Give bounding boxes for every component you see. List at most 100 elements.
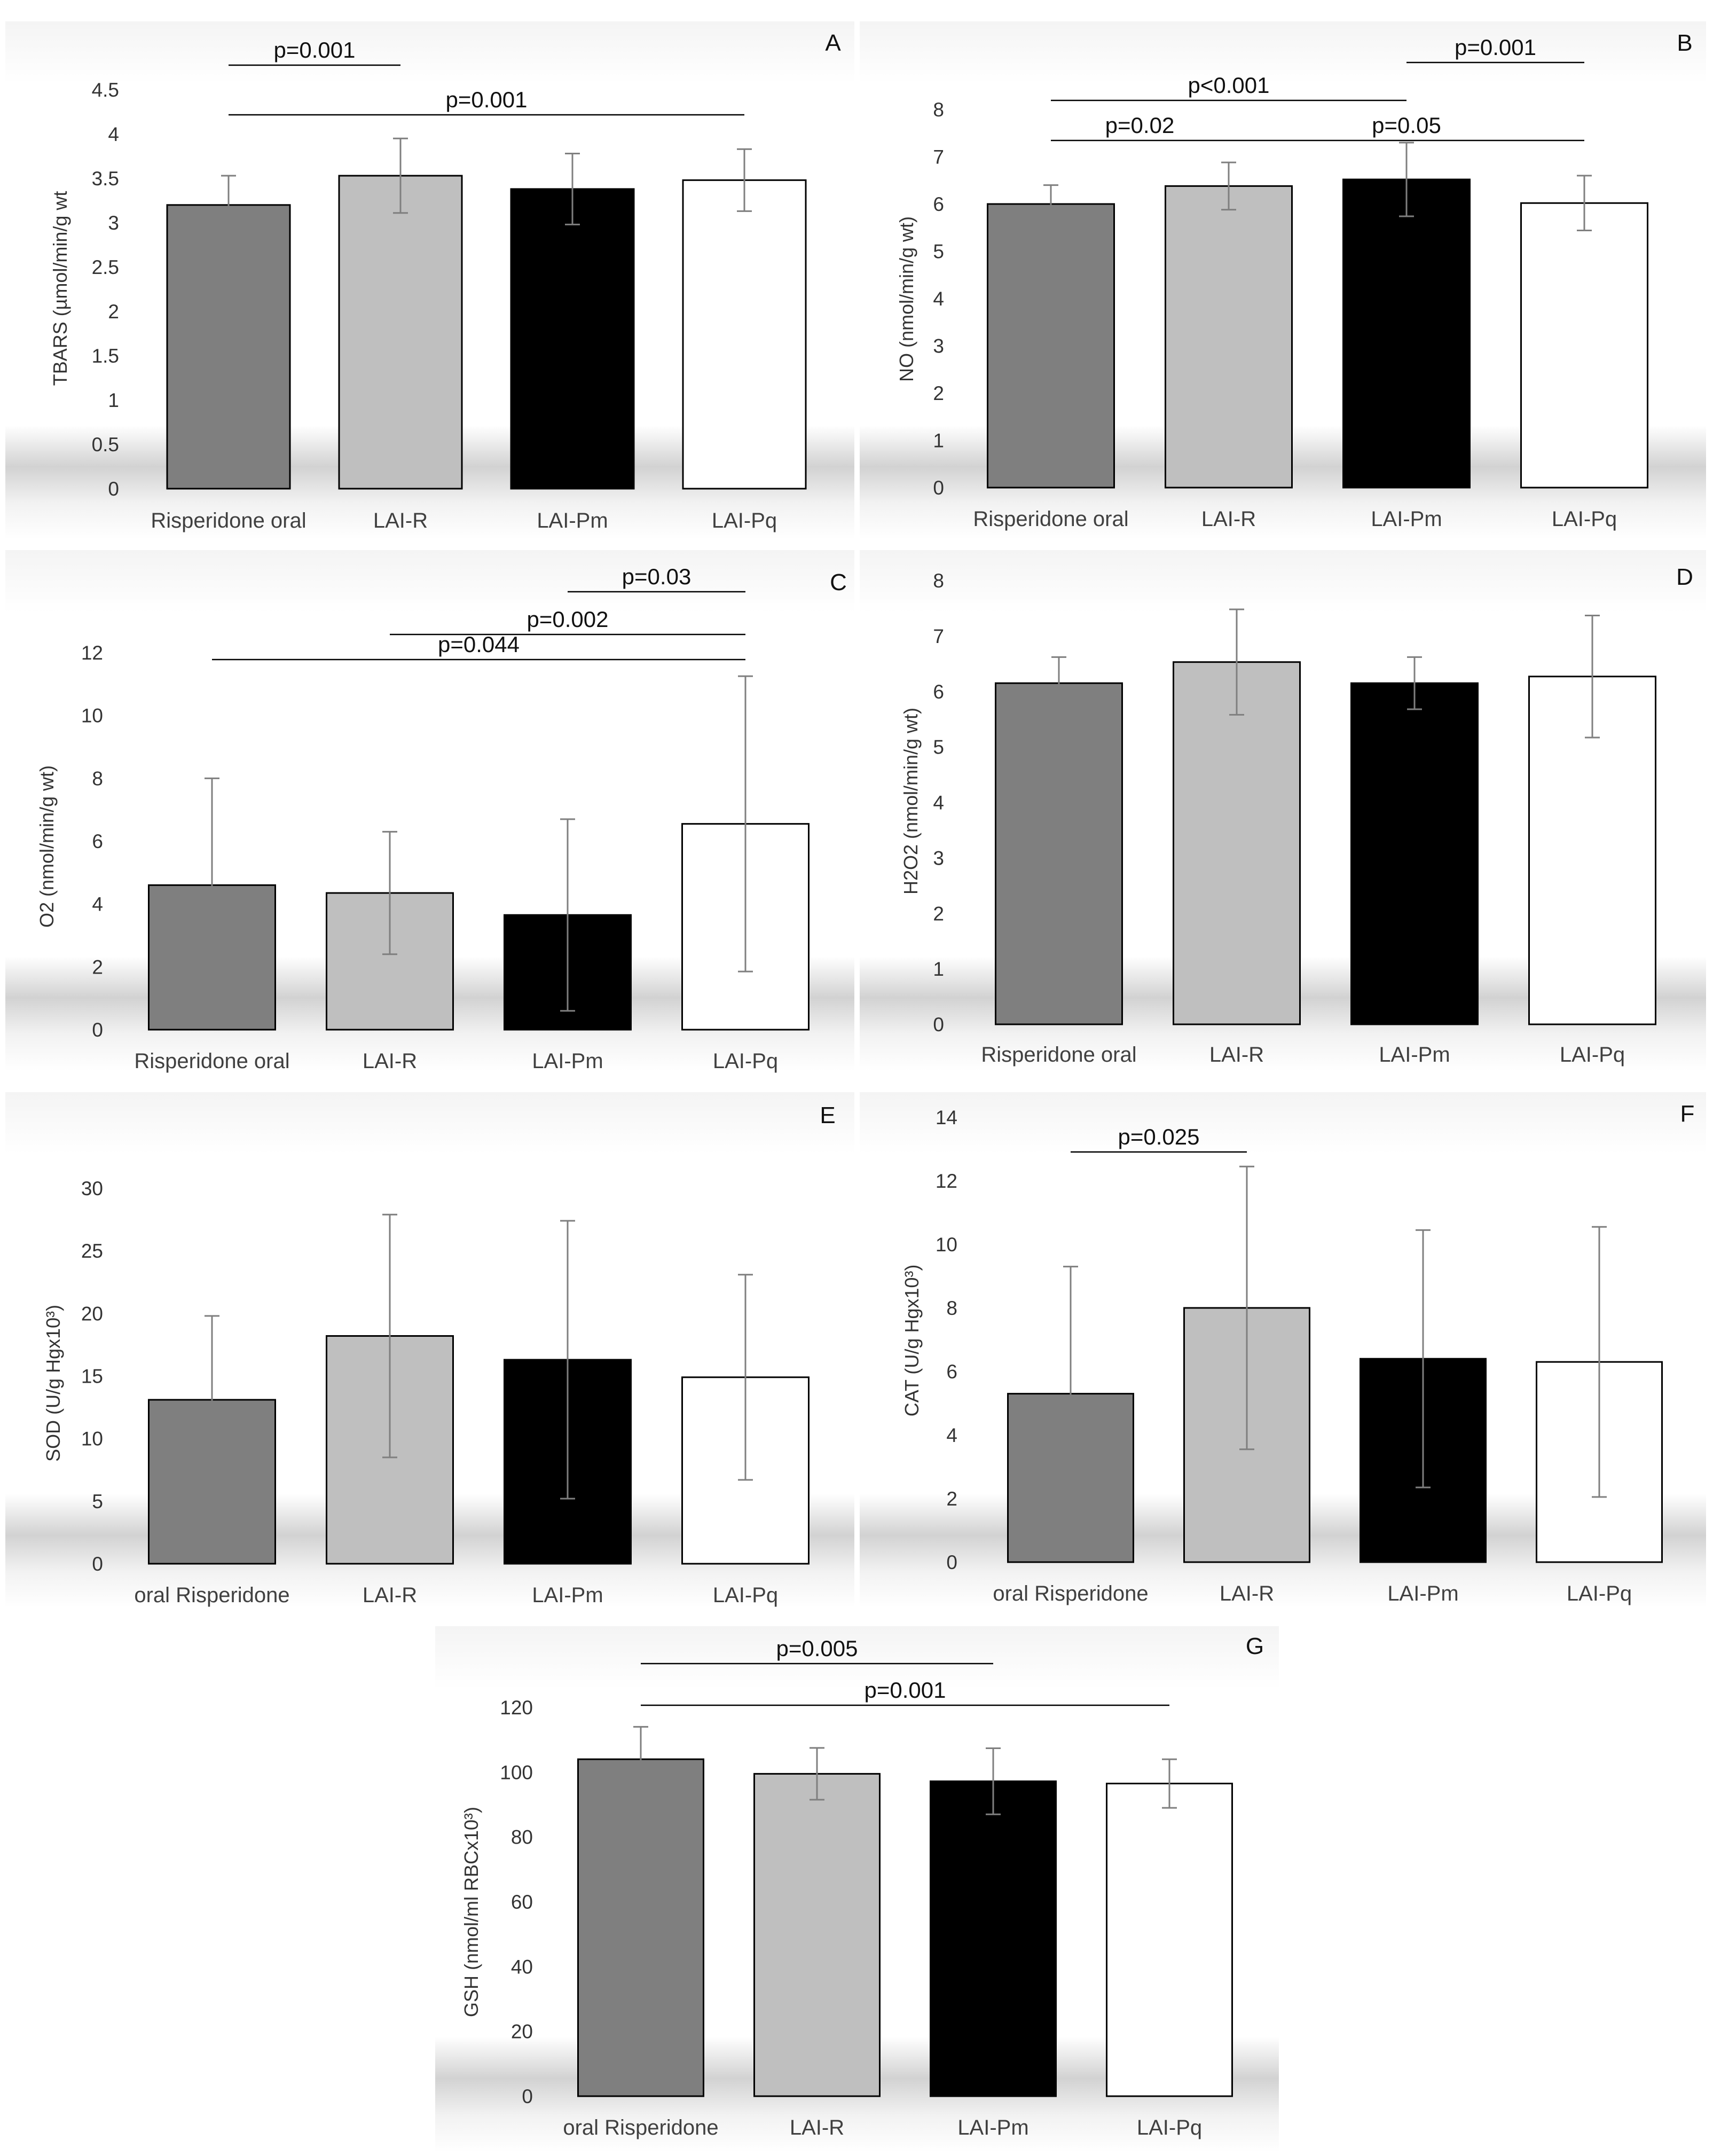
y-tick-label: 20 <box>511 2021 533 2043</box>
x-category-label: Risperidone oral <box>134 1049 289 1073</box>
y-tick-label: 4 <box>92 893 103 915</box>
y-tick-label: 5 <box>933 736 944 758</box>
y-tick-label: 1 <box>933 958 944 980</box>
y-tick-label: 7 <box>933 625 944 647</box>
error-bar <box>1585 614 1600 739</box>
error-bar <box>1051 656 1066 710</box>
chart-panel-f: 0 2 4 6 8 10 12 14 oral Risperidone LAI-R LAI-Pm LA… <box>860 1092 1706 1608</box>
bar-g-1 <box>577 1758 704 2097</box>
error-bar <box>810 1747 824 1801</box>
significance-label: p=0.05 <box>1372 113 1441 138</box>
x-category-label: LAI-R <box>1209 1043 1264 1067</box>
error-bar <box>221 175 236 236</box>
error-bar <box>560 818 575 1012</box>
x-category-label: LAI-R <box>373 509 428 532</box>
y-tick-label: 0 <box>933 1014 944 1036</box>
chart-panel-c: 0 2 4 6 8 10 12 Risperidone oral LAI-R LAI-Pm LAI-… <box>5 550 854 1073</box>
error-bar <box>1162 1758 1177 1809</box>
y-tick-label: 5 <box>92 1491 103 1512</box>
significance-label: p=0.025 <box>1118 1124 1200 1149</box>
y-tick-label: 4 <box>946 1424 957 1446</box>
error-bar <box>1239 1165 1254 1451</box>
y-tick-label: 2 <box>933 903 944 924</box>
error-bar <box>986 1747 1001 1815</box>
error-bar <box>1592 1226 1607 1498</box>
y-tick-label: 10 <box>81 1428 103 1450</box>
x-category-label: oral Risperidone <box>993 1582 1148 1605</box>
error-bar <box>1229 608 1244 716</box>
error-bar <box>1043 184 1058 224</box>
y-tick-label: 2 <box>108 301 119 323</box>
error-bar <box>737 148 752 212</box>
x-category-label: LAI-R <box>363 1049 417 1073</box>
panel-letter: B <box>1677 30 1692 56</box>
error-bar <box>382 1213 397 1459</box>
y-tick-label: 3.5 <box>92 168 119 190</box>
y-tick-label: 12 <box>81 642 103 664</box>
y-tick-label: 6 <box>933 193 944 215</box>
y-tick-label: 8 <box>933 570 944 592</box>
y-tick-label: 10 <box>81 705 103 727</box>
significance-label: p=0.001 <box>1455 35 1536 60</box>
x-category-label: LAI-R <box>790 2116 844 2139</box>
significance-label: p=0.001 <box>274 37 356 62</box>
chart-panel-g: 0 20 40 60 80 100 120 oral Risperidone LAI-R LAI-… <box>435 1626 1279 2152</box>
x-category-label: Risperidone oral <box>981 1043 1136 1067</box>
bar-d-2 <box>1173 661 1301 1025</box>
y-tick-label: 40 <box>511 1956 533 1978</box>
y-tick-label: 1 <box>108 389 119 411</box>
y-tick-label: 12 <box>936 1170 957 1192</box>
y-tick-label: 0 <box>92 1553 103 1575</box>
panel-letter: A <box>825 30 841 56</box>
y-tick-label: 14 <box>936 1107 957 1128</box>
x-category-label: LAI-Pm <box>1387 1582 1458 1605</box>
y-tick-label: 25 <box>81 1240 103 1262</box>
significance-label: p=0.03 <box>622 564 692 589</box>
y-tick-label: 4 <box>933 792 944 814</box>
y-tick-label: 5 <box>933 241 944 263</box>
significance-label: p=0.02 <box>1105 113 1175 138</box>
x-category-label: LAI-Pq <box>713 1583 778 1607</box>
significance-label: p=0.002 <box>527 607 609 632</box>
panel-letter: D <box>1676 564 1693 590</box>
y-tick-label: 8 <box>933 99 944 121</box>
error-bar <box>738 675 753 973</box>
y-tick-label: 15 <box>81 1366 103 1387</box>
y-axis-label: O2 (nmol/min/g wt) <box>36 765 58 928</box>
bar-b-1 <box>987 203 1115 489</box>
y-tick-label: 30 <box>81 1178 103 1199</box>
y-tick-label: 0 <box>522 2086 533 2107</box>
error-bar <box>1063 1266 1078 1522</box>
bar-b-2 <box>1165 185 1293 489</box>
x-category-label: oral Risperidone <box>563 2116 718 2139</box>
significance-label: p<0.001 <box>1188 73 1270 98</box>
bar-d-1 <box>995 682 1123 1025</box>
bar-g-4 <box>1106 1783 1233 2097</box>
y-tick-label: 20 <box>81 1303 103 1324</box>
significance-label: p=0.044 <box>438 632 520 657</box>
x-category-label: LAI-Pq <box>713 1049 778 1073</box>
y-tick-label: 0 <box>92 1019 103 1041</box>
error-bar <box>738 1274 753 1481</box>
error-bar <box>205 1315 219 1485</box>
error-bar <box>1577 175 1592 232</box>
bar-g-3 <box>930 1780 1057 2097</box>
panel-letter: C <box>830 569 847 595</box>
y-axis-label: GSH (nmol/ml RBCx10³) <box>460 1807 482 2017</box>
y-tick-label: 7 <box>933 146 944 168</box>
x-category-label: LAI-Pq <box>1137 2116 1202 2139</box>
error-bar <box>1407 656 1422 710</box>
bar-a-3 <box>510 188 635 490</box>
x-category-label: LAI-R <box>363 1583 417 1607</box>
x-category-label: LAI-Pm <box>957 2116 1028 2139</box>
y-tick-label: 0.5 <box>92 434 119 456</box>
y-axis-label: NO (nmol/min/g wt) <box>895 216 917 382</box>
y-axis-label: H2O2 (nmol/min/g wt) <box>900 708 922 895</box>
y-tick-label: 80 <box>511 1826 533 1848</box>
x-category-label: LAI-Pq <box>1552 507 1617 531</box>
panel-letter: E <box>820 1102 835 1128</box>
y-tick-label: 8 <box>92 767 103 789</box>
x-category-label: LAI-R <box>1220 1582 1274 1605</box>
bar-g-2 <box>753 1773 881 2097</box>
